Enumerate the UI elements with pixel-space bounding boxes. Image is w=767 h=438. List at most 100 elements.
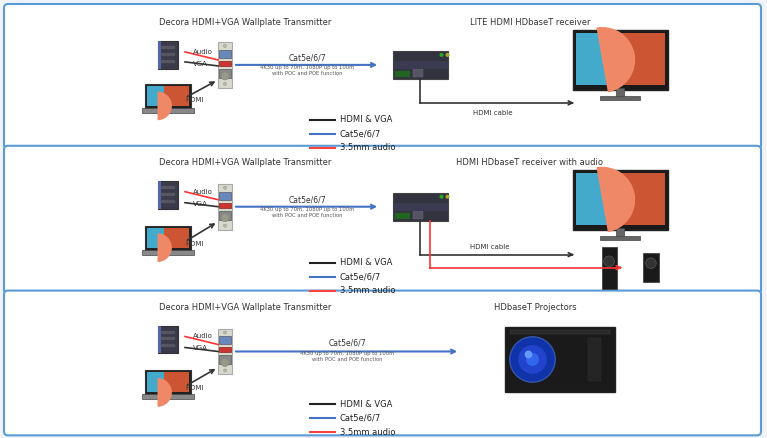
- Bar: [158, 181, 178, 208]
- Bar: [161, 193, 175, 196]
- Bar: [161, 200, 175, 203]
- Bar: [158, 41, 161, 69]
- Bar: [158, 41, 178, 69]
- Bar: [575, 173, 611, 225]
- Text: HDMI cable: HDMI cable: [473, 110, 513, 116]
- Wedge shape: [157, 378, 172, 407]
- Bar: [145, 226, 191, 250]
- Bar: [147, 86, 189, 106]
- Text: HDMI & VGA: HDMI & VGA: [340, 258, 393, 267]
- Text: VGA: VGA: [193, 61, 208, 67]
- Bar: [161, 345, 175, 347]
- Circle shape: [439, 195, 443, 199]
- Text: 3.5mm audio: 3.5mm audio: [340, 428, 396, 437]
- Bar: [575, 33, 611, 85]
- Wedge shape: [157, 92, 172, 120]
- Bar: [158, 325, 178, 353]
- Text: HDMI: HDMI: [185, 385, 203, 392]
- Circle shape: [221, 72, 229, 80]
- Bar: [161, 338, 175, 340]
- Bar: [616, 228, 624, 236]
- Text: with POC and POE function: with POC and POE function: [272, 71, 342, 76]
- Text: Cat5e/6/7: Cat5e/6/7: [328, 339, 366, 348]
- Circle shape: [526, 353, 539, 366]
- Circle shape: [223, 369, 226, 372]
- Bar: [147, 228, 189, 247]
- Text: 4K30 up to 70m, 1080P up to 100m: 4K30 up to 70m, 1080P up to 100m: [260, 207, 354, 212]
- Text: Cat5e/6/7: Cat5e/6/7: [340, 129, 381, 138]
- Text: VGA: VGA: [193, 201, 208, 207]
- Text: LITE HDMI HDbaseT receiver: LITE HDMI HDbaseT receiver: [469, 18, 591, 27]
- Text: VGA: VGA: [193, 346, 208, 351]
- Text: Cat5e/6/7: Cat5e/6/7: [288, 53, 326, 62]
- Bar: [588, 338, 601, 381]
- Text: Cat5e/6/7: Cat5e/6/7: [288, 195, 326, 204]
- Text: HDMI: HDMI: [185, 240, 203, 247]
- Bar: [394, 71, 410, 77]
- Text: HDMI cable: HDMI cable: [470, 244, 510, 250]
- Bar: [219, 69, 231, 78]
- Bar: [145, 84, 191, 108]
- FancyBboxPatch shape: [4, 146, 761, 293]
- Bar: [161, 331, 175, 333]
- Text: Cat5e/6/7: Cat5e/6/7: [340, 414, 381, 423]
- Bar: [219, 347, 231, 353]
- Text: HDMI: HDMI: [185, 97, 203, 103]
- Bar: [219, 61, 231, 66]
- Bar: [219, 50, 231, 58]
- Text: with POC and POE function: with POC and POE function: [311, 357, 382, 362]
- Bar: [219, 192, 231, 200]
- Bar: [572, 30, 667, 90]
- Bar: [147, 86, 164, 106]
- Bar: [510, 330, 610, 334]
- Text: Decora HDMI+VGA Wallplate Transmitter: Decora HDMI+VGA Wallplate Transmitter: [159, 158, 331, 167]
- Circle shape: [646, 258, 657, 268]
- Bar: [644, 253, 659, 282]
- Circle shape: [223, 44, 226, 47]
- Text: 4K30 up to 70m, 1080P up to 100m: 4K30 up to 70m, 1080P up to 100m: [260, 65, 354, 71]
- Bar: [219, 356, 231, 364]
- Bar: [393, 51, 447, 79]
- Circle shape: [221, 214, 229, 222]
- Bar: [572, 170, 667, 230]
- Bar: [161, 60, 175, 63]
- Circle shape: [604, 256, 614, 267]
- Bar: [161, 46, 175, 49]
- Bar: [161, 53, 175, 56]
- Circle shape: [446, 195, 449, 199]
- Bar: [161, 186, 175, 189]
- Bar: [145, 371, 191, 394]
- Text: with POC and POE function: with POC and POE function: [272, 213, 342, 218]
- Circle shape: [223, 186, 226, 189]
- Text: Audio: Audio: [193, 49, 213, 55]
- FancyBboxPatch shape: [4, 4, 761, 149]
- Circle shape: [518, 345, 547, 374]
- Text: HDbaseT Projectors: HDbaseT Projectors: [494, 303, 576, 311]
- Circle shape: [223, 224, 226, 227]
- Bar: [393, 203, 447, 211]
- Bar: [616, 88, 624, 96]
- Wedge shape: [597, 167, 635, 232]
- Circle shape: [446, 53, 449, 57]
- Text: HDMI & VGA: HDMI & VGA: [340, 115, 393, 124]
- Circle shape: [223, 331, 226, 334]
- Bar: [142, 108, 194, 113]
- Bar: [413, 211, 423, 219]
- Text: HDMI HDbaseT receiver with audio: HDMI HDbaseT receiver with audio: [456, 158, 604, 167]
- Bar: [219, 203, 231, 208]
- Wedge shape: [597, 27, 635, 92]
- Bar: [147, 372, 164, 392]
- Bar: [219, 211, 231, 220]
- Text: HDMI & VGA: HDMI & VGA: [340, 400, 393, 409]
- Text: Decora HDMI+VGA Wallplate Transmitter: Decora HDMI+VGA Wallplate Transmitter: [159, 303, 331, 311]
- Text: Cat5e/6/7: Cat5e/6/7: [340, 272, 381, 281]
- Bar: [158, 181, 161, 208]
- Text: Audio: Audio: [193, 333, 213, 339]
- Bar: [413, 69, 423, 77]
- Text: 3.5mm audio: 3.5mm audio: [340, 143, 396, 152]
- Bar: [394, 213, 410, 219]
- Text: Audio: Audio: [193, 189, 213, 195]
- Bar: [147, 228, 164, 247]
- Circle shape: [221, 358, 229, 367]
- Bar: [218, 42, 232, 88]
